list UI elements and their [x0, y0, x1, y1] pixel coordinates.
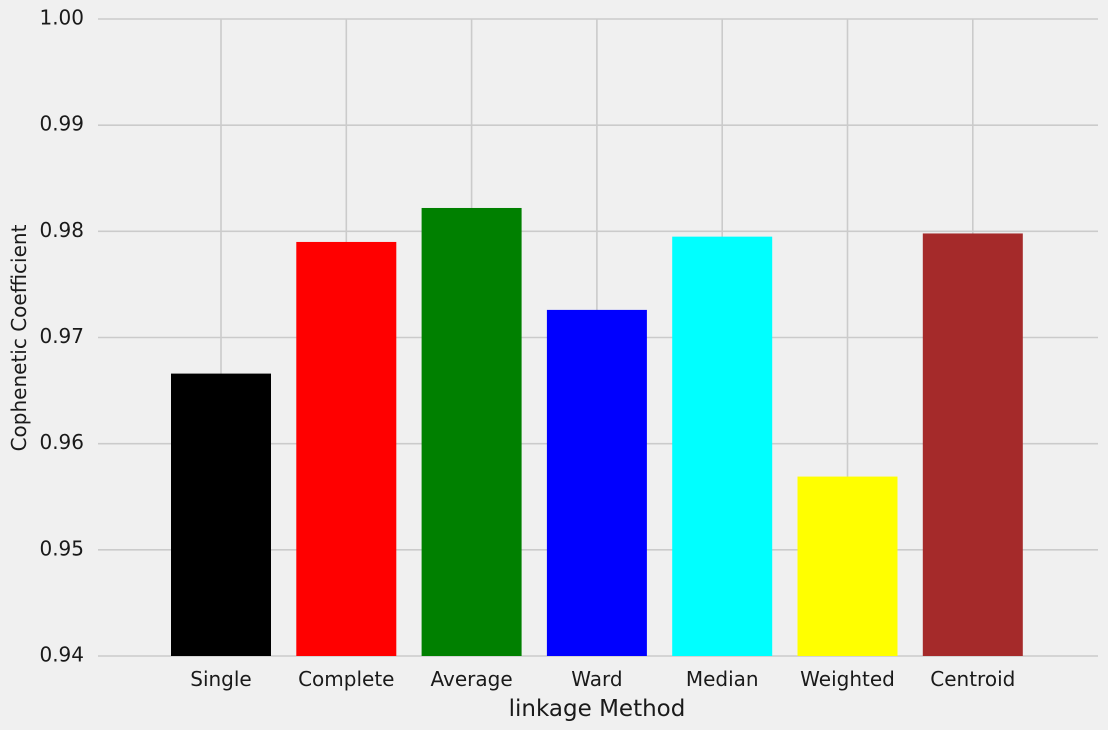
bar-complete	[296, 241, 397, 656]
y-tick-label: 0.96	[39, 430, 84, 454]
x-axis-label: linkage Method	[509, 696, 686, 722]
y-tick-label: 0.95	[39, 536, 84, 560]
y-tick-label: 0.98	[39, 218, 84, 242]
bars	[171, 207, 1023, 656]
x-tick-label: Centroid	[930, 667, 1015, 691]
bar-weighted	[797, 476, 898, 656]
x-tick-label: Ward	[571, 667, 622, 691]
y-tick-label: 1.00	[39, 6, 84, 30]
x-tick-label: Weighted	[800, 667, 895, 691]
bar-single	[171, 373, 271, 656]
y-tick-labels: 0.94 0.95 0.96 0.97 0.98 0.99 1.00	[39, 6, 84, 667]
bar-centroid	[922, 233, 1023, 656]
x-tick-label: Complete	[298, 667, 394, 691]
x-tick-label: Single	[190, 667, 251, 691]
x-tick-label: Median	[686, 667, 759, 691]
y-tick-label: 0.97	[39, 324, 84, 348]
y-axis-label: Cophenetic Coefficient	[7, 224, 31, 451]
y-tick-label: 0.99	[39, 112, 84, 136]
x-tick-label: Average	[431, 667, 513, 691]
bar-ward	[546, 309, 647, 656]
bar-average	[421, 207, 522, 656]
x-tick-labels: Single Complete Average Ward Median Weighted C…	[190, 667, 1015, 691]
bar-median	[672, 236, 773, 656]
y-tick-label: 0.94	[39, 643, 84, 667]
